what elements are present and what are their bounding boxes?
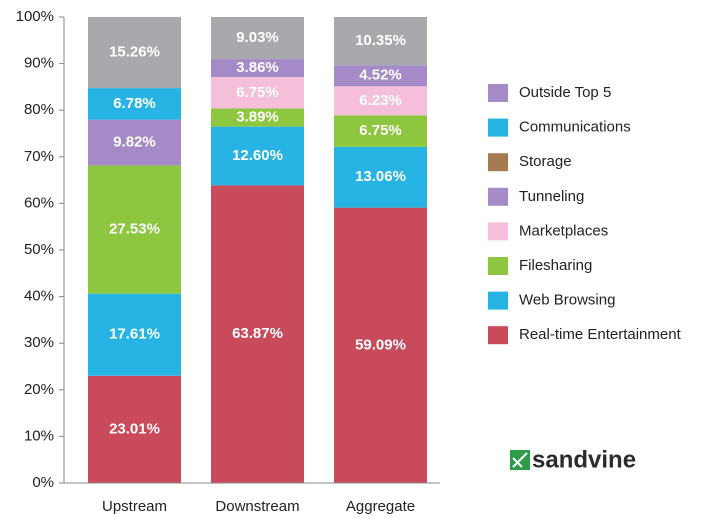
y-tick-label: 40% (24, 288, 54, 305)
bar-segment (88, 375, 181, 483)
bar-segment (334, 17, 427, 66)
legend-label: Web Browsing (519, 292, 615, 309)
bar-segment (88, 119, 181, 166)
bar-segment (211, 77, 304, 109)
data-label: 12.60% (232, 147, 283, 164)
data-label: 23.01% (109, 420, 160, 437)
bar-segment (334, 207, 427, 483)
y-tick-label: 90% (24, 55, 54, 72)
data-label: 27.53% (109, 221, 160, 238)
legend-swatch (488, 257, 508, 275)
y-tick-label: 20% (24, 381, 54, 398)
legend-swatch (488, 118, 508, 137)
y-tick-label: 70% (24, 148, 54, 165)
bar-segment (211, 126, 304, 186)
bar-segment (88, 88, 181, 120)
bar-segment (211, 185, 304, 484)
data-label: 9.03% (236, 29, 279, 46)
y-tick-label: 100% (16, 8, 54, 25)
y-tick-label: 80% (24, 101, 54, 118)
legend-swatch (488, 187, 508, 206)
data-label: 6.75% (359, 122, 402, 139)
bar-segment (211, 59, 304, 78)
y-tick-label: 60% (24, 194, 54, 211)
legend-label: Outside Top 5 (519, 84, 611, 101)
bar-segment (211, 17, 304, 60)
legend-swatch (488, 326, 508, 345)
data-label: 59.09% (355, 336, 406, 353)
x-tick-label: Aggregate (346, 498, 415, 515)
y-tick-label: 50% (24, 241, 54, 258)
legend-label: Communications (519, 119, 631, 136)
legend-swatch (488, 222, 508, 241)
data-label: 3.86% (236, 59, 279, 76)
bar-segment (88, 165, 181, 294)
bar-segment (88, 293, 181, 376)
legend-label: Tunneling (519, 188, 584, 205)
legend-label: Storage (519, 153, 572, 170)
y-tick-label: 30% (24, 334, 54, 351)
legend-swatch (488, 84, 508, 102)
x-tick-label: Downstream (215, 498, 299, 515)
data-label: 6.75% (236, 84, 279, 101)
logo-icon-mark (512, 452, 528, 468)
data-label: 6.23% (359, 92, 402, 109)
data-label: 6.78% (113, 95, 156, 112)
bar-segment (334, 146, 427, 208)
legend-label: Real-time Entertainment (519, 326, 682, 343)
data-label: 3.89% (236, 109, 279, 126)
data-label: 13.06% (355, 168, 406, 185)
data-label: 10.35% (355, 32, 406, 49)
data-label: 15.26% (109, 43, 160, 60)
logo: sandvine (510, 446, 636, 473)
bar-segment (88, 16, 181, 89)
bar-segment (334, 86, 427, 116)
legend-swatch (488, 153, 508, 172)
x-tick-label: Upstream (102, 498, 167, 515)
bar-segment (334, 65, 427, 87)
y-tick-label: 10% (24, 427, 54, 444)
bar-segment (211, 108, 304, 127)
data-label: 17.61% (109, 326, 160, 343)
data-label: 4.52% (359, 67, 402, 84)
legend-swatch (488, 291, 508, 310)
legend-label: Marketplaces (519, 222, 608, 239)
logo-text: sandvine (532, 446, 636, 473)
data-label: 9.82% (113, 134, 156, 151)
legend-label: Filesharing (519, 257, 592, 274)
y-tick-label: 0% (32, 474, 54, 491)
data-label: 63.87% (232, 325, 283, 342)
bar-segment (334, 115, 427, 147)
